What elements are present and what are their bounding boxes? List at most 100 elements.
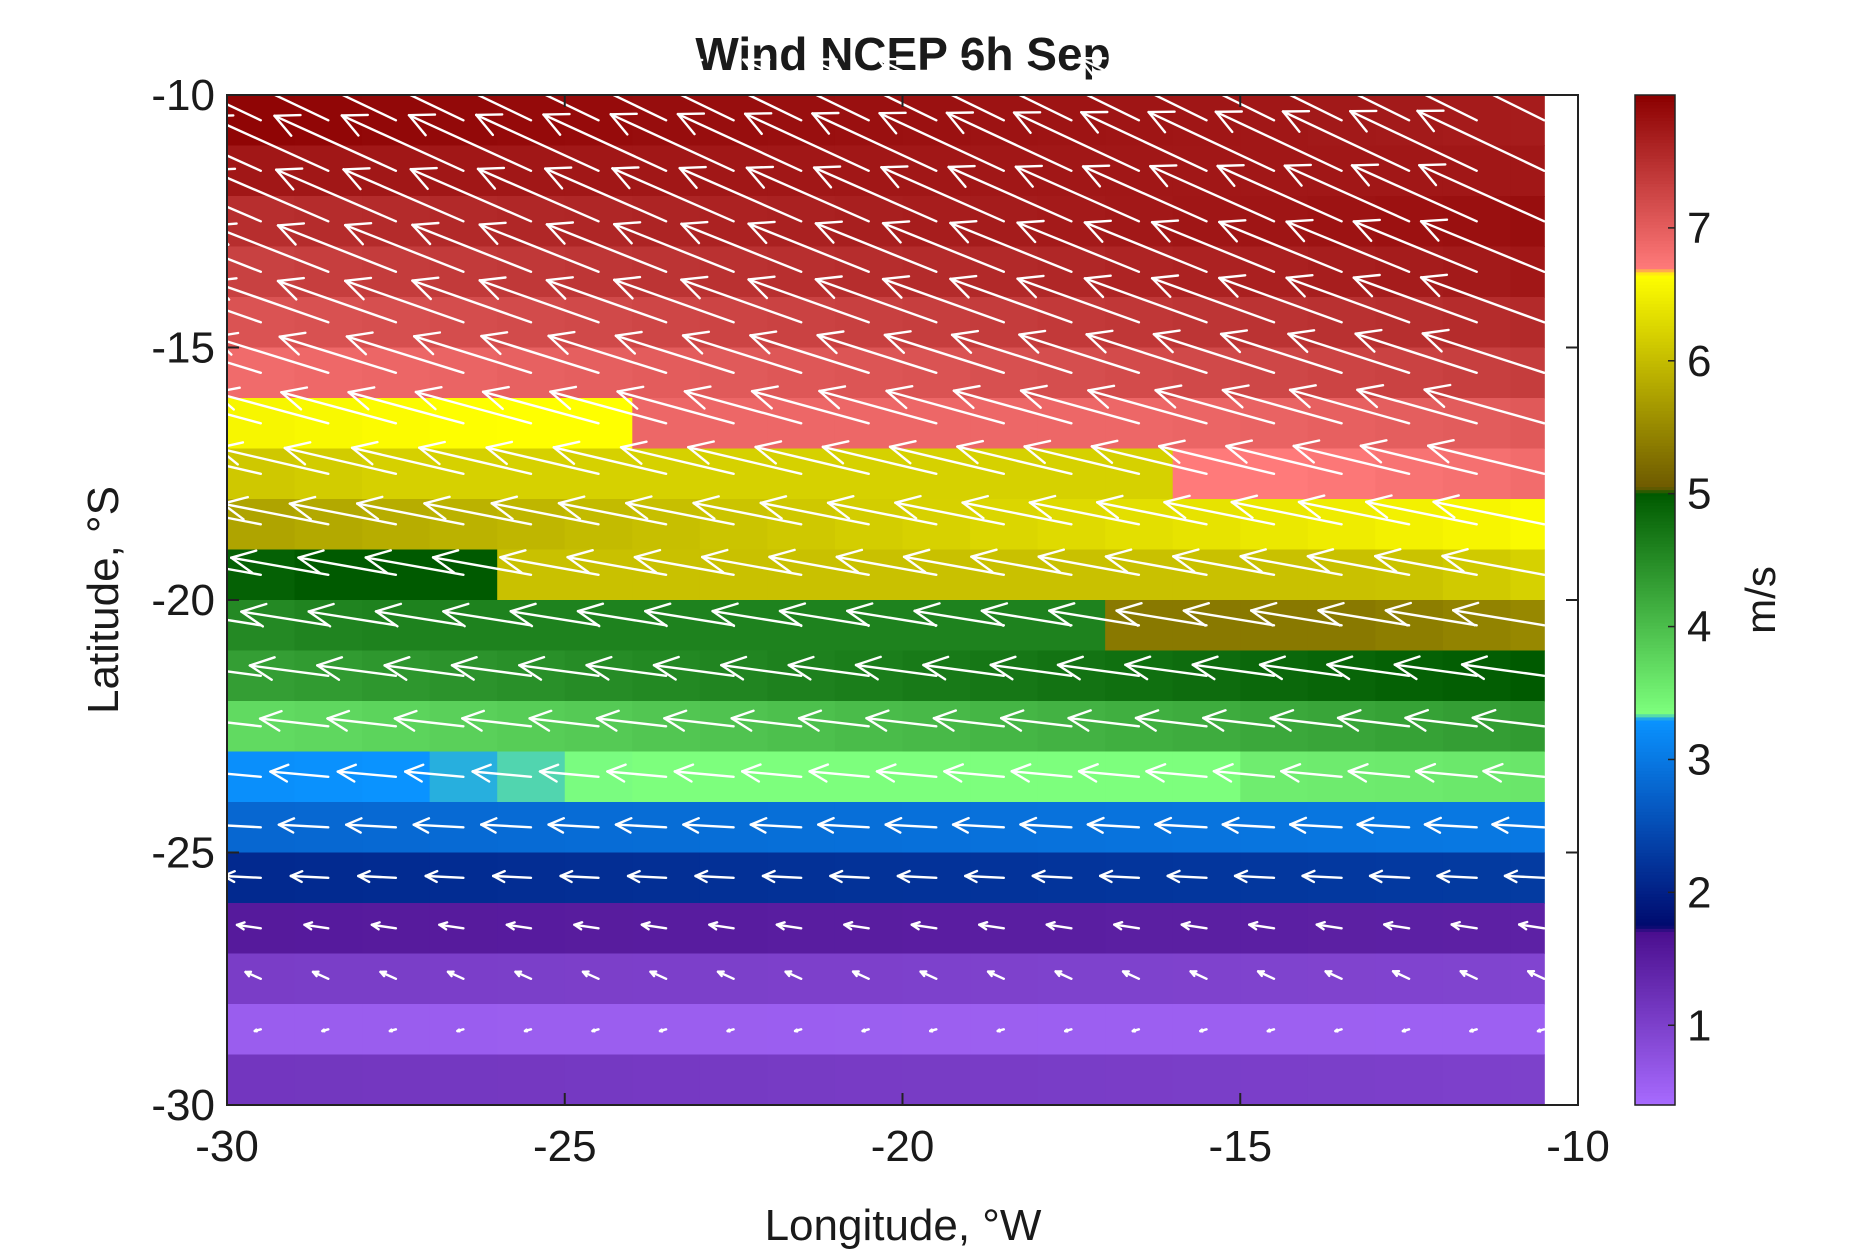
- colorbar-segment: [1635, 830, 1675, 835]
- wind-arrow: [846, 602, 938, 627]
- colorbar-segment: [1635, 631, 1675, 636]
- colorbar-segment: [1635, 145, 1675, 150]
- wind-arrow: [1078, 57, 1208, 122]
- wind-arrow: [678, 165, 803, 223]
- wind-arrow: [692, 495, 803, 526]
- colorbar-segment: [1635, 773, 1675, 778]
- wind-arrow: [342, 167, 465, 223]
- colorbar-segment: [1635, 663, 1675, 667]
- wind-arrow: [490, 495, 600, 526]
- wind-arrow: [344, 221, 465, 273]
- heatmap-cell: [1172, 1054, 1241, 1106]
- colorbar-segment: [1635, 189, 1675, 194]
- wind-arrow: [876, 57, 1005, 122]
- wind-arrow: [1219, 329, 1343, 374]
- wind-arrow: [1016, 219, 1141, 273]
- wind-arrow: [1230, 494, 1343, 526]
- colorbar-segment: [1635, 218, 1675, 222]
- wind-arrow: [878, 111, 1005, 173]
- colorbar-segment: [1635, 483, 1675, 487]
- wind-arrow: [821, 440, 938, 475]
- colorbar-segment: [1635, 353, 1675, 358]
- colorbar-segment: [1635, 833, 1675, 838]
- wind-arrow: [1354, 328, 1478, 374]
- colorbar-segment: [1635, 618, 1675, 623]
- wind-arrow: [1356, 816, 1411, 834]
- colorbar-segment: [1635, 1013, 1675, 1018]
- wind-arrow: [851, 970, 870, 980]
- colorbar-segment: [1635, 997, 1675, 1002]
- colorbar-segment: [1635, 716, 1675, 721]
- colorbar-segment: [1635, 899, 1675, 904]
- colorbar-segment: [1635, 1048, 1675, 1052]
- wind-arrow: [1414, 762, 1478, 783]
- wind-arrow: [1352, 273, 1478, 324]
- colorbar-segment: [1635, 423, 1675, 428]
- wind-arrow: [1285, 218, 1411, 273]
- colorbar-segment: [1635, 183, 1675, 188]
- colorbar-segment: [1635, 1026, 1675, 1030]
- colorbar-segment: [1635, 704, 1675, 708]
- colorbar-segment: [1635, 426, 1675, 431]
- wind-arrow: [538, 763, 600, 783]
- wind-arrow: [775, 921, 803, 931]
- wind-arrow: [142, 222, 262, 273]
- wind-arrow: [1121, 970, 1141, 980]
- colorbar-segment: [1635, 1086, 1675, 1090]
- colorbar-segment: [1635, 265, 1675, 270]
- colorbar-segment: [1635, 290, 1675, 295]
- colorbar-segment: [1635, 685, 1675, 689]
- wind-arrow: [1469, 1028, 1478, 1033]
- wind-arrow: [854, 655, 938, 681]
- wind-arrow: [784, 970, 803, 980]
- colorbar-segment: [1635, 511, 1675, 516]
- wind-arrow: [1221, 816, 1276, 834]
- wind-arrow: [989, 655, 1073, 681]
- colorbar-segment: [1635, 347, 1675, 352]
- colorbar-segment: [1635, 502, 1675, 506]
- wind-arrow: [1180, 920, 1208, 931]
- colorbar-segment: [1635, 577, 1675, 582]
- wind-arrow: [1432, 494, 1546, 526]
- colorbar-segment: [1635, 1092, 1675, 1097]
- wind-arrow: [611, 166, 735, 223]
- colorbar-segment: [1635, 186, 1675, 191]
- wind-arrow: [1349, 109, 1478, 173]
- wind-arrow: [1145, 56, 1276, 122]
- wind-arrow: [383, 656, 465, 681]
- colorbar-segment: [1635, 214, 1675, 219]
- y-axis-label: Latitude, °S: [79, 486, 128, 714]
- wind-arrow: [340, 113, 465, 173]
- wind-arrow: [747, 220, 870, 273]
- wind-arrow: [149, 441, 262, 475]
- colorbar-segment: [1635, 1019, 1675, 1024]
- colorbar-segment: [1635, 379, 1675, 383]
- wind-arrow: [652, 655, 735, 681]
- wind-arrow: [754, 440, 870, 475]
- wind-arrow: [943, 763, 1005, 783]
- colorbar-segment: [1635, 401, 1675, 405]
- colorbar-segment: [1635, 1045, 1675, 1049]
- colorbar-segment: [1635, 552, 1675, 557]
- wind-arrow: [540, 59, 668, 122]
- wind-arrow: [404, 763, 465, 783]
- colorbar-segment: [1635, 246, 1675, 251]
- colorbar-segment: [1635, 675, 1675, 680]
- colorbar-segment: [1635, 1032, 1675, 1037]
- wind-arrow: [814, 220, 938, 273]
- wind-arrow: [276, 222, 398, 273]
- colorbar-segment: [1635, 322, 1675, 327]
- wind-arrow: [478, 221, 600, 273]
- wind-arrow: [557, 495, 668, 526]
- wind-arrow: [374, 602, 465, 628]
- colorbar-segment: [1635, 742, 1675, 746]
- wind-arrow: [1149, 164, 1276, 223]
- colorbar-segment: [1635, 499, 1675, 503]
- colorbar-segment: [1635, 994, 1675, 999]
- colorbar-segment: [1635, 735, 1675, 740]
- colorbar-segment: [1635, 795, 1675, 800]
- colorbar-segment: [1635, 719, 1675, 724]
- wind-arrow: [742, 58, 870, 122]
- wind-arrow: [450, 656, 533, 681]
- wind-arrow: [829, 869, 870, 884]
